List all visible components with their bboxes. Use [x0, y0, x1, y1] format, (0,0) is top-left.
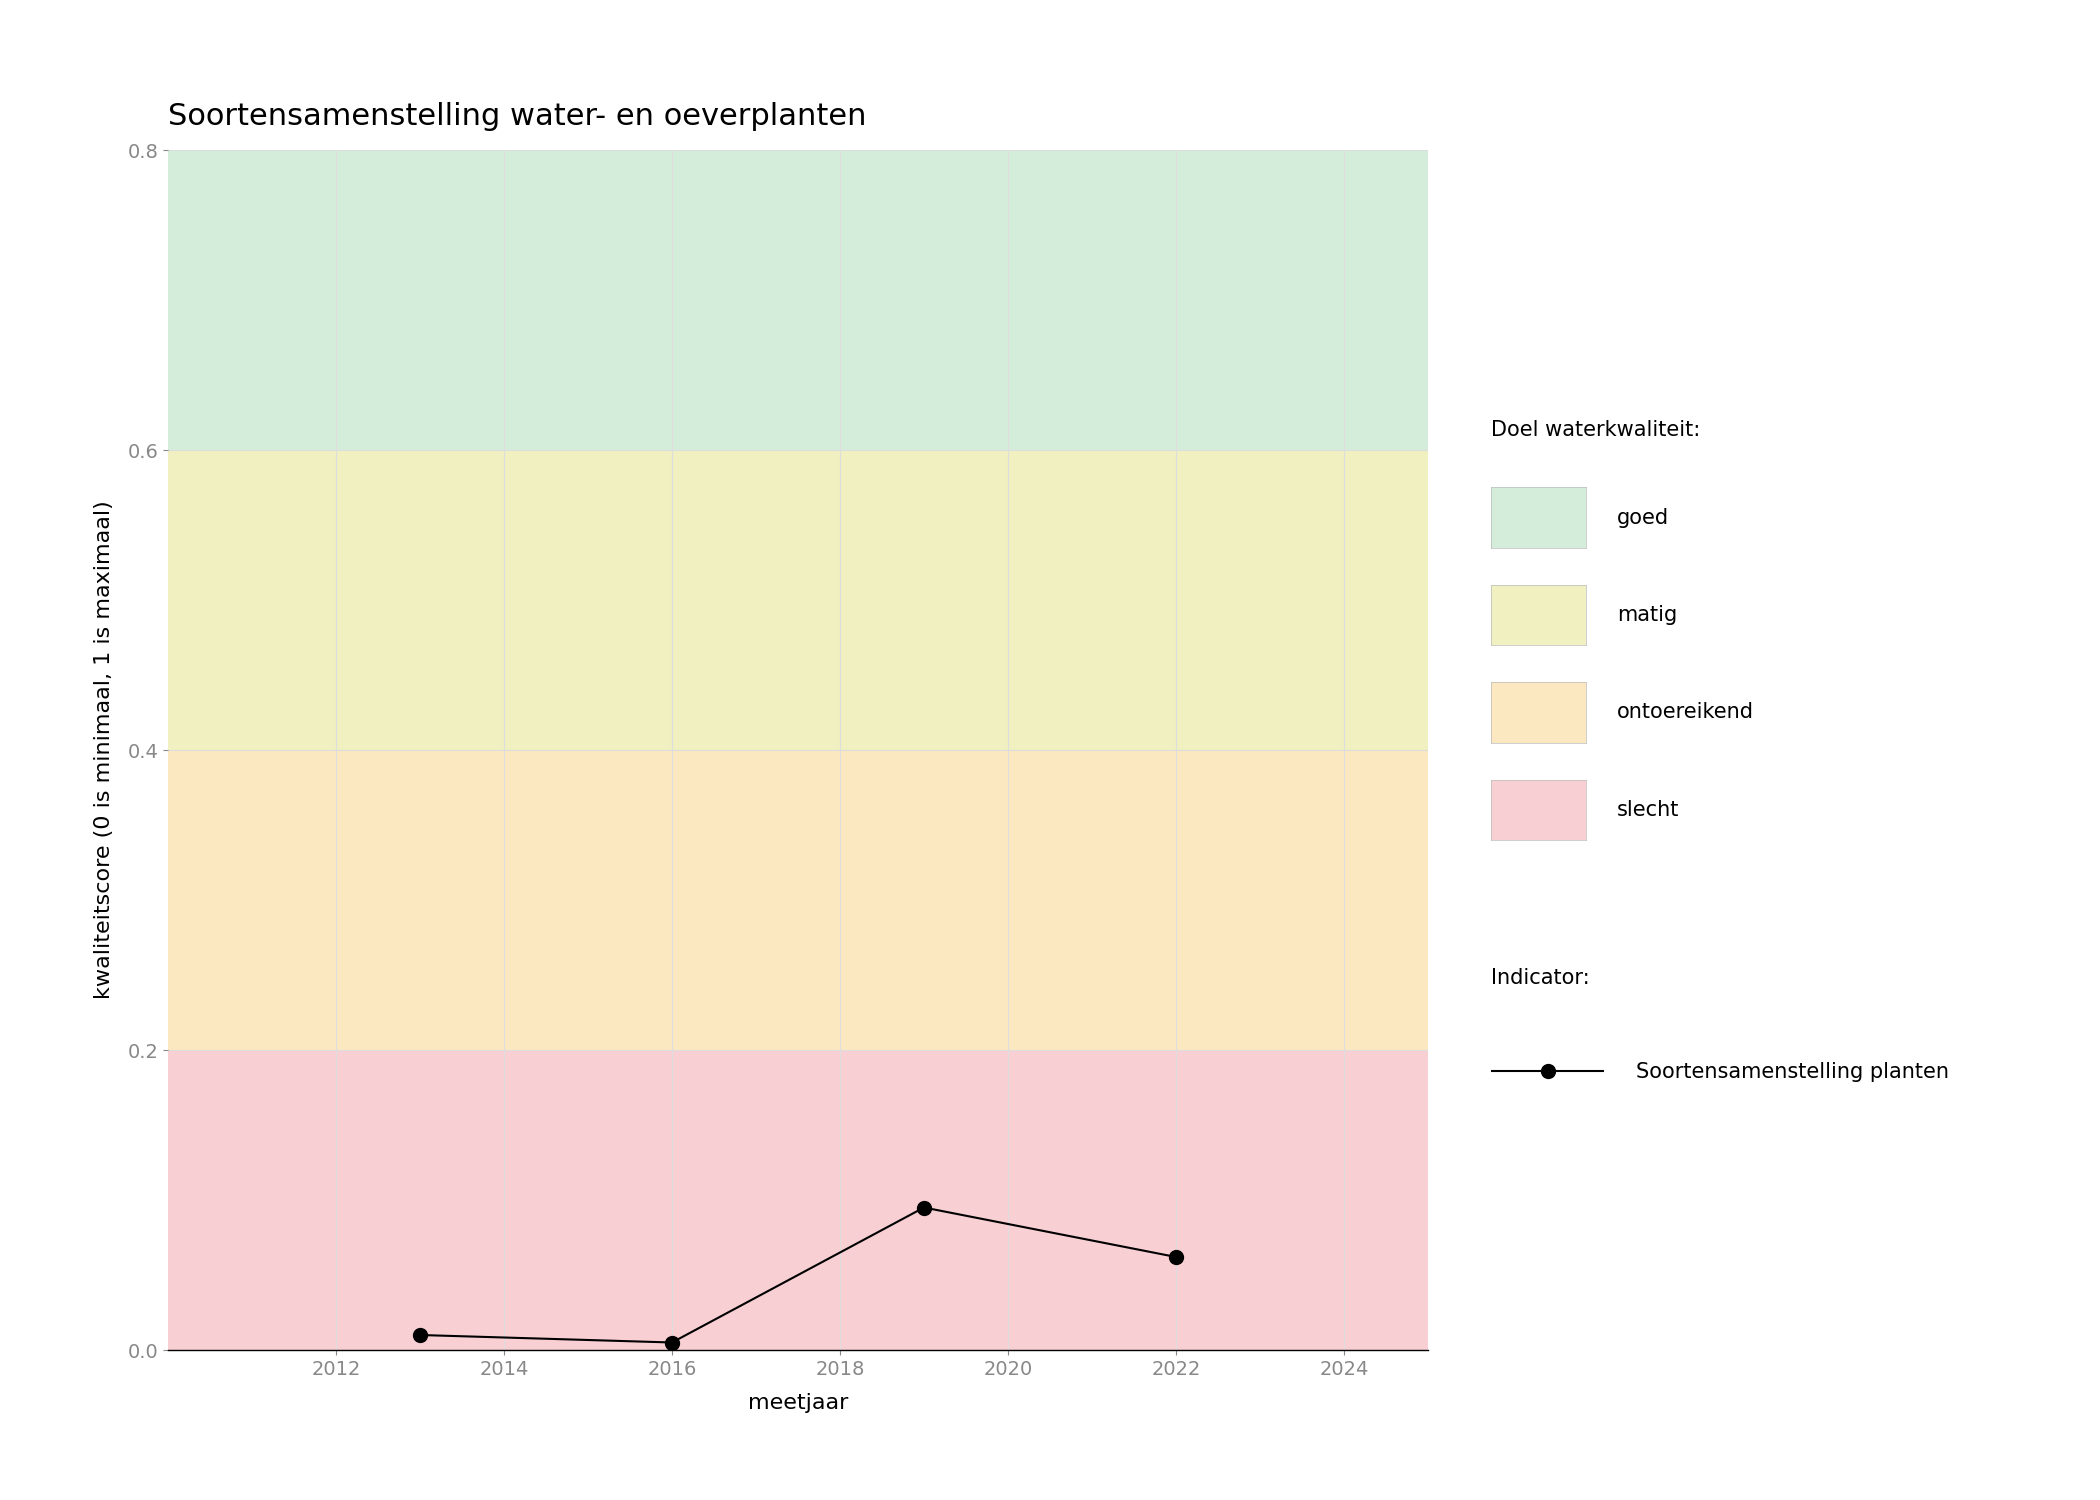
Text: Soortensamenstelling water- en oeverplanten: Soortensamenstelling water- en oeverplan…: [168, 102, 867, 130]
Bar: [168, 150, 1428, 450]
Y-axis label: kwaliteitscore (0 is minimaal, 1 is maximaal): kwaliteitscore (0 is minimaal, 1 is maxi…: [94, 501, 113, 999]
Text: ontoereikend: ontoereikend: [1617, 702, 1754, 723]
Text: matig: matig: [1617, 604, 1678, 625]
Text: Doel waterkwaliteit:: Doel waterkwaliteit:: [1491, 420, 1701, 440]
Bar: [168, 1050, 1428, 1350]
Text: Soortensamenstelling planten: Soortensamenstelling planten: [1636, 1062, 1949, 1083]
X-axis label: meetjaar: meetjaar: [748, 1392, 848, 1413]
Text: Indicator:: Indicator:: [1491, 968, 1590, 987]
Text: goed: goed: [1617, 507, 1670, 528]
Text: slecht: slecht: [1617, 800, 1680, 820]
Bar: [168, 750, 1428, 1050]
Bar: [168, 450, 1428, 750]
